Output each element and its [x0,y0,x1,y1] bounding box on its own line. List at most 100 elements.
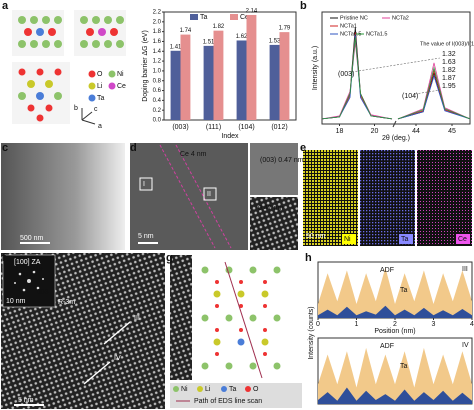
label: 003 [37,289,49,296]
roi [203,187,217,201]
map-tag [456,234,470,244]
y-tick-label: 0.0 [153,118,162,124]
value-label: 2.14 [246,9,258,15]
axis-break [392,120,397,128]
panel-label: f [2,252,6,264]
y-tick-label: 0.4 [153,98,162,104]
bar [246,14,257,120]
series-label: ADF [380,267,394,274]
legend-label: Ce [117,83,126,90]
model [170,261,302,408]
legend-label: Li [205,386,211,393]
label: Ce 4 nm [180,151,207,158]
label: 5 nm [18,397,34,404]
x-tick-label: (003) [172,124,188,131]
label: Ni [344,236,351,243]
legend-dot [221,386,227,392]
y-axis-label: Intensity (counts) [308,306,315,359]
legend-box [170,383,302,408]
legend-label: Ni [117,71,124,78]
crystal [12,10,126,124]
legend-swatch [190,14,198,20]
panel-label: b [300,0,307,12]
legend-label: NCTa1.5 [366,31,387,37]
legend-dot [197,386,203,392]
label: Ce [458,236,467,243]
legend-label: Ni [181,386,188,393]
legend-dot [108,82,116,90]
label: 0.47 nm [258,205,283,212]
plot-frame [163,11,297,121]
x-tick-label: 4 [470,321,474,328]
legend-label: Ta [200,14,208,21]
panel-label: a [2,0,9,12]
label: IV [114,355,121,362]
guide [351,57,441,95]
profile-area [318,305,472,318]
inset-bottom [250,197,298,250]
x-tick-label: 45 [448,128,456,135]
x-tick-label: 20 [371,128,379,135]
bar [279,32,290,120]
panel-a [12,10,126,124]
x-tick-label: 2 [393,321,397,328]
scale-bar [138,242,158,244]
panel-label: d [130,142,137,154]
legend-dot [88,82,96,90]
legend-swatch [230,14,238,20]
annotation: (003) [338,71,354,78]
legend-label: Ta [229,386,237,393]
ratio: 1.32 [442,51,456,58]
label: 012 [21,272,33,279]
legend-label: O [253,386,259,393]
profile-area [318,387,472,404]
y-tick-label: 0.2 [153,108,162,114]
label: 10 nm [6,298,26,305]
legend-label: NCTa0.5 [340,31,361,37]
x-tick-label: 3 [432,321,436,328]
legend-label: Ta [97,95,105,102]
roi [139,177,153,191]
y-tick-label: 1.4 [153,49,162,55]
y-tick-label: 0.8 [153,78,162,84]
legend-dot [88,70,96,78]
annotation: (104) [402,93,418,100]
label: II [207,191,211,198]
legend-label: Pristine NC [340,15,368,21]
panel-label: h [305,252,312,264]
x-axis-label: 2θ (deg.) [382,135,410,142]
bar [269,44,280,120]
panel-label: e [300,142,306,154]
map-tag [342,234,356,244]
x-tick-label: 1 [355,321,359,328]
label: R-3m [58,299,75,306]
xrd-line [321,37,471,120]
bar [180,34,191,120]
x-tick-label: 44 [412,128,420,135]
legend-label: Path of EDS line scan [194,398,262,405]
axis-arrow [81,119,96,125]
map-ni [303,150,358,246]
legend-dot [245,386,251,392]
axis-arrow [81,111,93,121]
y-tick-label: 1.2 [153,59,162,65]
y-axis-label: Intensity (a.u.) [312,46,319,90]
map-ce [417,150,472,246]
bar [213,30,224,121]
label: 015 [31,266,43,273]
x-tick-label: (012) [271,124,287,131]
legend-dot [108,70,116,78]
value-label: 1.82 [213,24,225,30]
value-label: 1.41 [170,44,182,50]
plot-frame [321,11,471,125]
ratio: 1.87 [442,75,456,82]
legend-label: O [97,71,103,78]
y-tick-label: 1.0 [153,68,162,74]
x-tick-label: 18 [336,128,344,135]
legend-label: NCTa2 [392,15,409,21]
label: 50 nm [306,233,326,240]
series-label: Ta [400,363,408,370]
series-label: ADF [380,343,394,350]
tem-image [1,143,125,250]
